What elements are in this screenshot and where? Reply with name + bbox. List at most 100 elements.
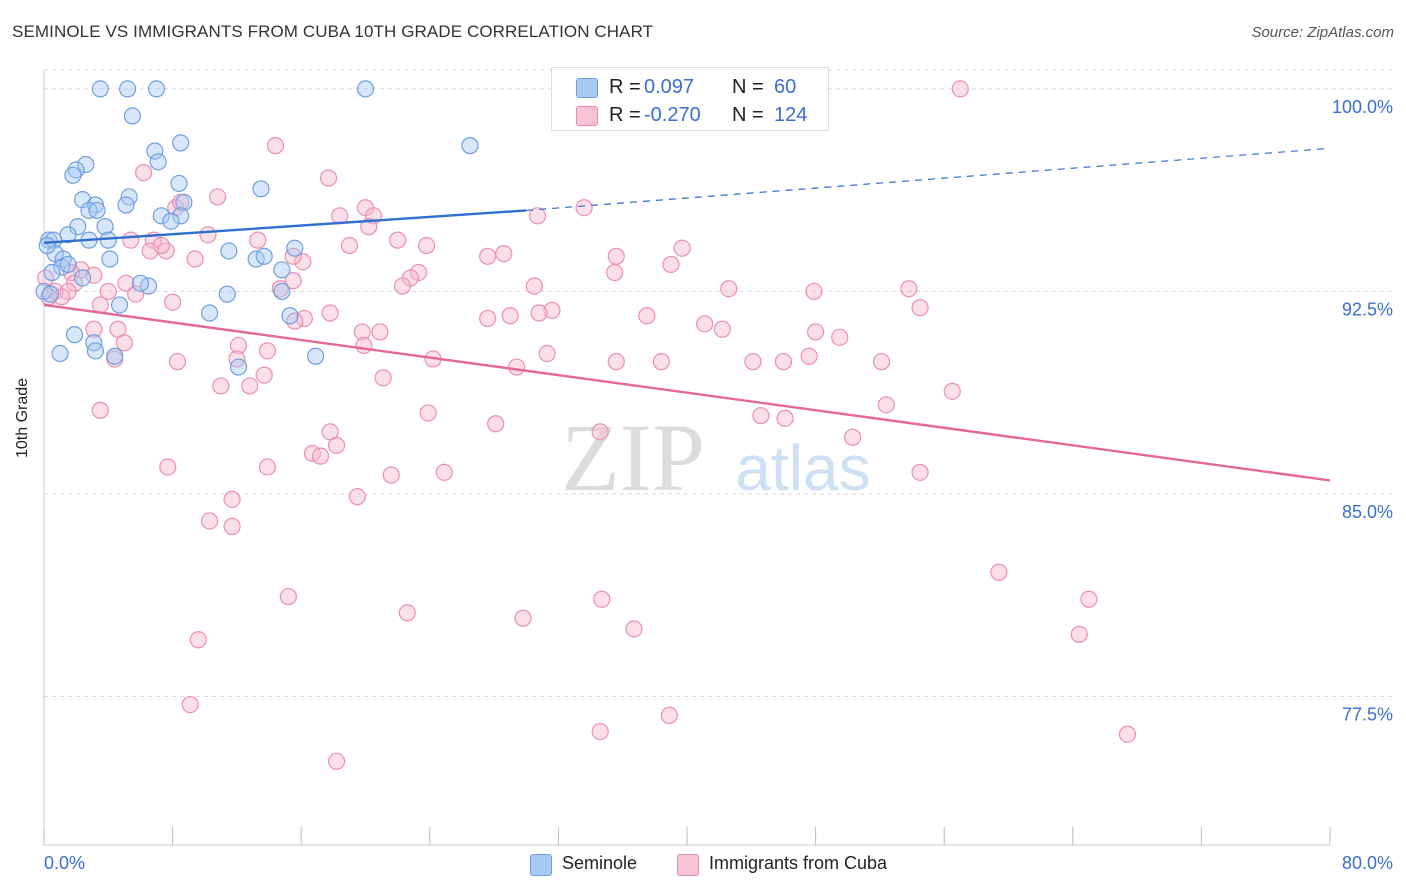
cuba-point [911, 463, 929, 481]
stats-row-cuba: R = -0.270 N = 124 [552, 102, 828, 130]
seminole-point [73, 191, 92, 209]
cuba-point [744, 353, 762, 371]
seminole-point [273, 261, 291, 279]
seminole-point [77, 155, 95, 174]
seminole-point [51, 344, 69, 363]
cuba-point [514, 609, 532, 627]
r-label: R = [609, 104, 641, 126]
cuba-point [199, 226, 217, 244]
n-label: N = [732, 76, 764, 98]
r-value: -0.270 [644, 104, 701, 126]
cuba-point [355, 336, 373, 355]
cuba-point [353, 323, 371, 341]
cuba-point [943, 382, 961, 400]
legend-label: Seminole [562, 853, 638, 873]
seminole-point [172, 207, 190, 225]
cuba-point [127, 285, 145, 303]
cuba-point [258, 458, 277, 476]
cuba-point [417, 236, 436, 255]
seminole-swatch [576, 78, 598, 98]
cuba-point [508, 358, 526, 376]
cuba-point [186, 250, 204, 268]
cuba-point [266, 137, 285, 155]
seminole-point [110, 296, 129, 314]
x-tick-label: 0.0% [44, 853, 85, 873]
cuba-point [85, 320, 103, 338]
watermark-zip: ZIP [561, 404, 705, 511]
seminole-point [162, 212, 180, 230]
chart-title: SEMINOLE VS IMMIGRANTS FROM CUBA 10TH GR… [12, 22, 654, 41]
cuba-point [776, 409, 794, 427]
cuba-point [831, 328, 849, 346]
seminole-point [99, 231, 117, 249]
cuba-point [990, 563, 1008, 581]
cuba-point [241, 377, 259, 395]
cuba-point [348, 488, 367, 506]
seminole-point [172, 134, 190, 152]
seminole-point [43, 263, 61, 282]
y-tick-label: 77.5% [1342, 704, 1393, 724]
cuba-point [284, 272, 302, 290]
watermark: ZIP atlas [561, 404, 871, 511]
seminole-point [117, 196, 135, 214]
cuba-point [805, 282, 823, 301]
seminole-point [281, 307, 299, 325]
y-tick-label: 92.5% [1342, 299, 1393, 319]
seminole-swatch [530, 854, 552, 876]
cuba-point [85, 266, 103, 284]
cuba-point [843, 428, 862, 446]
cuba-point [321, 304, 339, 322]
cuba-point [294, 253, 312, 271]
seminole-point [101, 250, 119, 268]
cuba-point [164, 293, 182, 311]
cuba-point [696, 315, 714, 333]
cuba-point [223, 517, 241, 535]
cuba-point [487, 415, 505, 433]
cuba-trend-solid [43, 303, 1331, 482]
stats-row-seminole: R = 0.097 N = 60 [552, 74, 828, 102]
seminole-point [41, 285, 60, 303]
seminole-point [200, 304, 219, 322]
cuba-point [495, 245, 513, 263]
seminole-point [86, 342, 105, 360]
cuba-swatch [677, 854, 699, 876]
seminole-point [59, 255, 77, 274]
stats-legend: R = 0.097 N = 60 R = -0.270 N = 124 [551, 67, 829, 131]
seminole-point [252, 180, 270, 198]
cuba-point [638, 307, 656, 325]
cuba-point [286, 312, 304, 330]
cuba-point [713, 320, 731, 338]
cuba-point [389, 231, 407, 249]
cuba-point [872, 353, 891, 371]
cuba-point [419, 404, 437, 422]
cuba-point [255, 366, 273, 384]
seminole-point [96, 218, 114, 236]
seminole-point [149, 153, 167, 171]
cuba-point [1118, 725, 1137, 743]
cuba-point [607, 353, 625, 371]
cuba-point [398, 604, 416, 622]
cuba-point [382, 466, 400, 484]
seminole-point [123, 107, 142, 125]
cuba-points [37, 80, 1137, 770]
cuba-point [525, 277, 543, 295]
seminole-point [91, 80, 109, 98]
seminole-point [38, 236, 56, 255]
seminole-trend-solid [43, 209, 527, 245]
seminole-point [356, 80, 375, 98]
seminole-point [461, 137, 479, 155]
cuba-point [660, 706, 678, 724]
cuba-point [662, 255, 680, 274]
cuba-point [806, 323, 825, 341]
cuba-point [157, 242, 175, 260]
cuba-point [900, 280, 918, 298]
seminole-point [67, 161, 85, 179]
trend-lines [43, 147, 1331, 482]
seminole-point [64, 166, 82, 184]
cuba-point [593, 590, 611, 608]
cuba-point [152, 236, 170, 255]
cuba-swatch [576, 106, 598, 126]
cuba-point [374, 369, 392, 387]
cuba-point [673, 239, 691, 257]
